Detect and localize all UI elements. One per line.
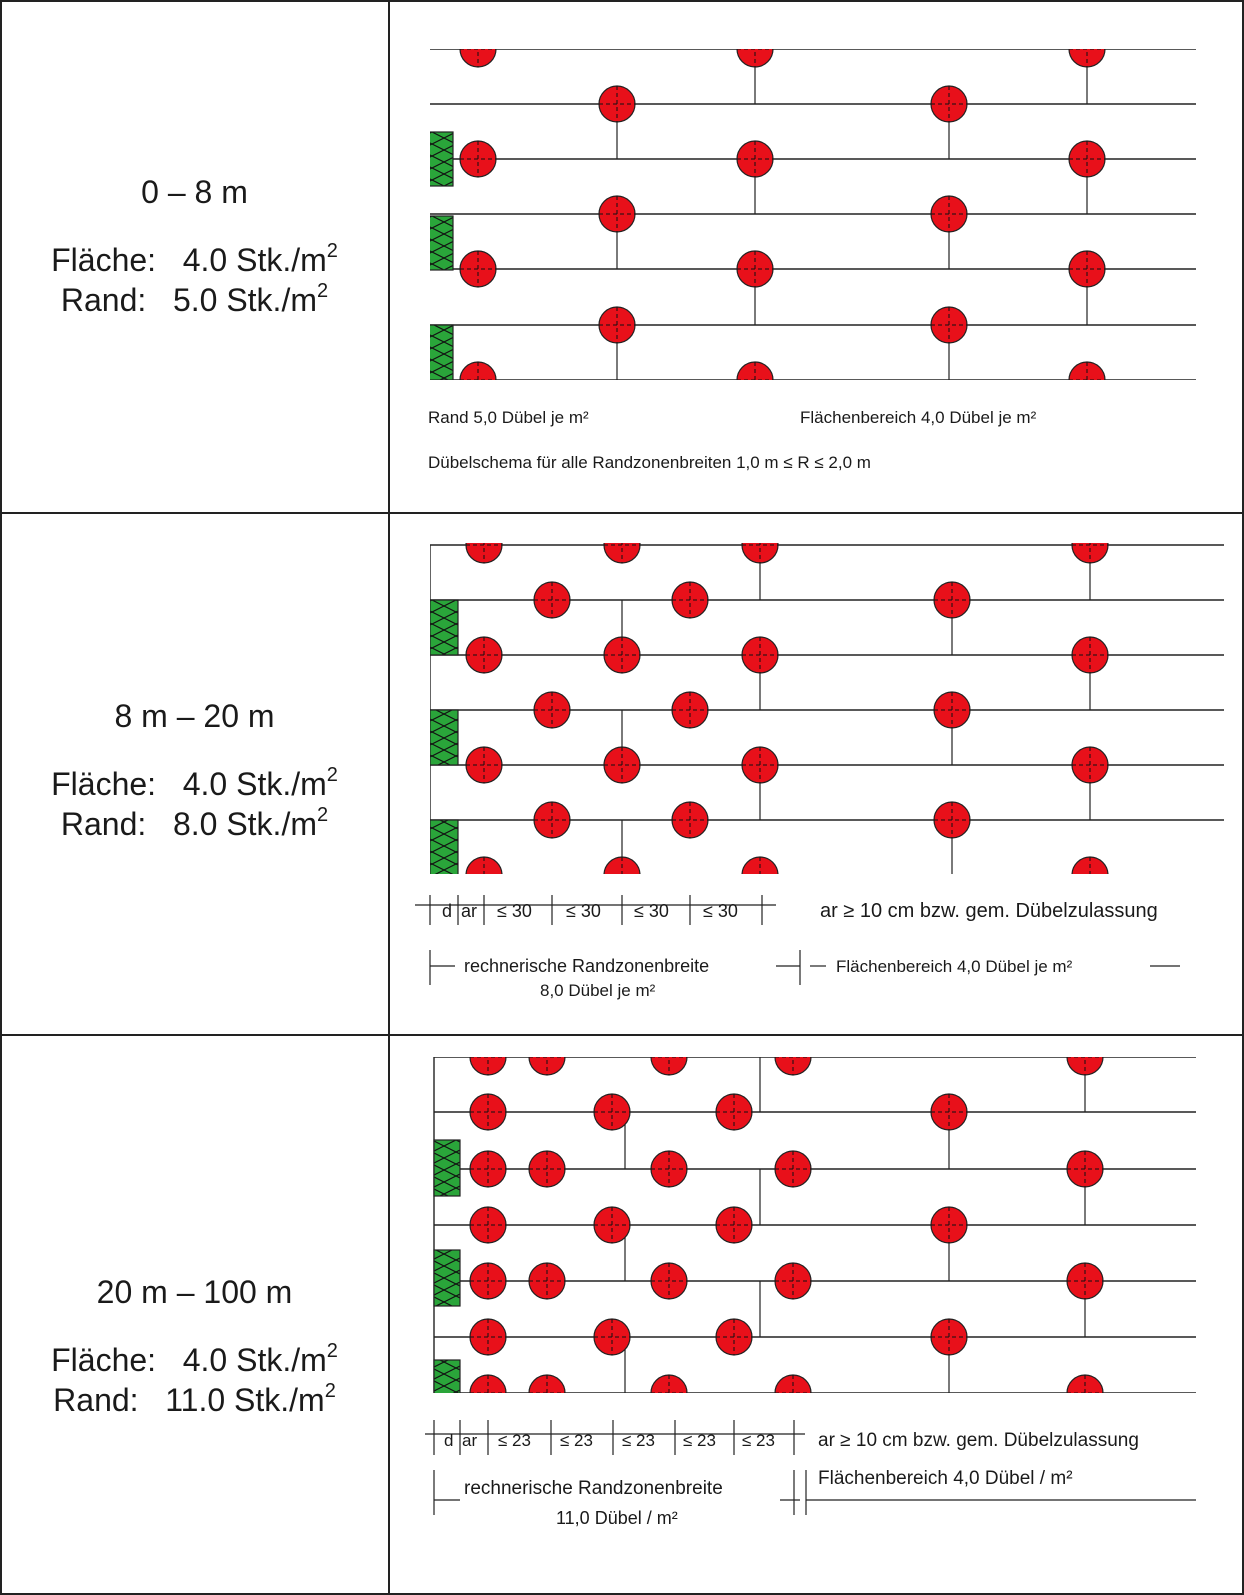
rz-count: 11,0 Dübel / m² (556, 1508, 678, 1528)
caption-schema: Dübelschema für alle Randzonenbreiten 1,… (428, 453, 871, 472)
dim-ar: ar (461, 901, 477, 921)
dim-23: ≤ 23 (683, 1431, 716, 1450)
dim-30: ≤ 30 (703, 901, 738, 921)
rand-row: Rand: 5.0 Stk./m2 (60, 280, 329, 318)
dim-30: ≤ 30 (497, 901, 532, 921)
dim-ar: ar (462, 1431, 477, 1450)
ar-note: ar ≥ 10 cm bzw. gem. Dübelzulassung (818, 1430, 1139, 1451)
dim-30: ≤ 30 (634, 901, 669, 921)
dowel-icon (603, 856, 641, 874)
insulation-zone (430, 131, 454, 187)
dowel-icon (1071, 856, 1109, 874)
height-range: 20 m – 100 m (96, 1274, 293, 1310)
panel-8-20m (430, 543, 1224, 874)
insulation-zone (430, 819, 459, 874)
dim-23: ≤ 23 (498, 1431, 531, 1450)
height-range: 0 – 8 m (141, 174, 248, 210)
panel-content (433, 1057, 1196, 1393)
insulation-zone (430, 324, 454, 380)
dim-d: d (444, 1431, 453, 1450)
fb-label: Flächenbereich 4,0 Dübel / m² (818, 1468, 1073, 1489)
rz-label: rechnerische Randzonenbreite (464, 956, 709, 976)
insulation-zone (430, 709, 459, 766)
flaeche-row: Fläche: 4.0 Stk./m2 (51, 764, 338, 802)
insulation-zone (433, 1139, 461, 1197)
insulation-zone (433, 1249, 461, 1307)
dim-30: ≤ 30 (566, 901, 601, 921)
section-1-label: 0 – 8 m Fläche: 4.0 Stk./m2 Rand: 5.0 St… (0, 172, 389, 320)
panel-0-8m (430, 49, 1196, 380)
dimension-line-3 (425, 1420, 1196, 1515)
insulation-zone (430, 599, 459, 656)
section-3-label: 20 m – 100 m Fläche: 4.0 Stk./m2 Rand: 1… (0, 1272, 389, 1420)
dowel-icon (741, 856, 779, 874)
rand-row: Rand: 11.0 Stk./m2 (53, 1380, 336, 1418)
dim-23: ≤ 23 (742, 1431, 775, 1450)
flaeche-row: Fläche: 4.0 Stk./m2 (51, 1340, 338, 1378)
dim-23: ≤ 23 (560, 1431, 593, 1450)
dimension-line-2 (415, 895, 1180, 985)
height-range: 8 m – 20 m (114, 698, 275, 734)
panel-content (430, 543, 1224, 874)
caption-flaeche: Flächenbereich 4,0 Dübel je m² (800, 408, 1037, 427)
caption-rand: Rand 5,0 Dübel je m² (428, 408, 589, 427)
section-2-label: 8 m – 20 m Fläche: 4.0 Stk./m2 Rand: 8.0… (0, 696, 389, 844)
insulation-zone (433, 1359, 461, 1393)
rand-row: Rand: 8.0 Stk./m2 (60, 804, 329, 842)
dim-23: ≤ 23 (622, 1431, 655, 1450)
dim-d: d (442, 901, 452, 921)
ar-note: ar ≥ 10 cm bzw. gem. Dübelzulassung (820, 900, 1158, 922)
panel-20-100m (433, 1057, 1196, 1393)
flaeche-row: Fläche: 4.0 Stk./m2 (51, 240, 338, 278)
dowel-icon (465, 856, 503, 874)
panel-content (430, 49, 1196, 380)
fb-label: Flächenbereich 4,0 Dübel je m² (836, 957, 1073, 976)
rz-label: rechnerische Randzonenbreite (464, 1478, 723, 1499)
rz-count: 8,0 Dübel je m² (540, 981, 656, 1000)
insulation-zone (430, 215, 454, 271)
